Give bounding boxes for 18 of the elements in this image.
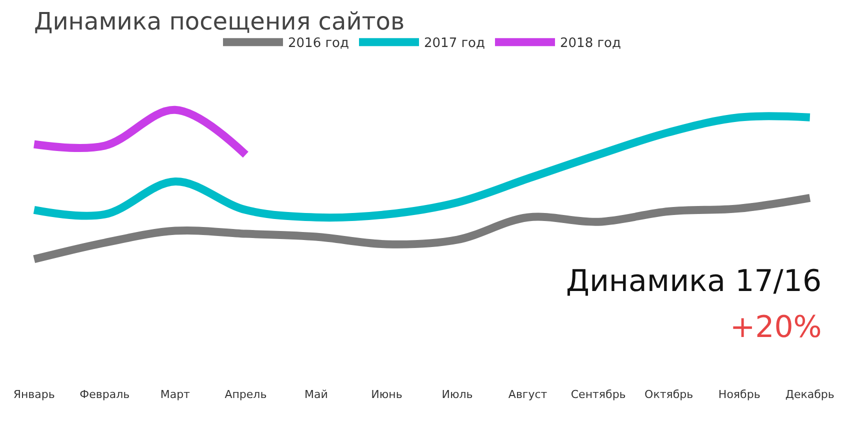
x-tick-label: Сентябрь <box>570 388 626 401</box>
legend-label: 2016 год <box>288 36 349 52</box>
text: +20% <box>730 310 822 345</box>
x-tick-label: Январь <box>13 388 55 401</box>
x-tick-label: Февраль <box>80 388 130 401</box>
legend-label: 2017 год <box>424 36 485 52</box>
x-tick-label: Июнь <box>371 388 402 401</box>
chart-title: Динамика посещения сайтов <box>34 8 405 36</box>
text: Динамика 17/16 <box>566 264 822 299</box>
legend-label: 2018 год <box>560 36 621 52</box>
x-tick-label: Апрель <box>224 388 267 401</box>
x-tick-label: Август <box>508 388 548 401</box>
x-tick-label: Декабрь <box>785 388 834 401</box>
x-tick-label: Март <box>160 388 191 401</box>
x-tick-label: Июль <box>442 388 473 401</box>
x-tick-label: Май <box>304 388 328 401</box>
x-tick-label: Октябрь <box>644 388 694 401</box>
x-tick-label: Ноябрь <box>718 388 760 401</box>
